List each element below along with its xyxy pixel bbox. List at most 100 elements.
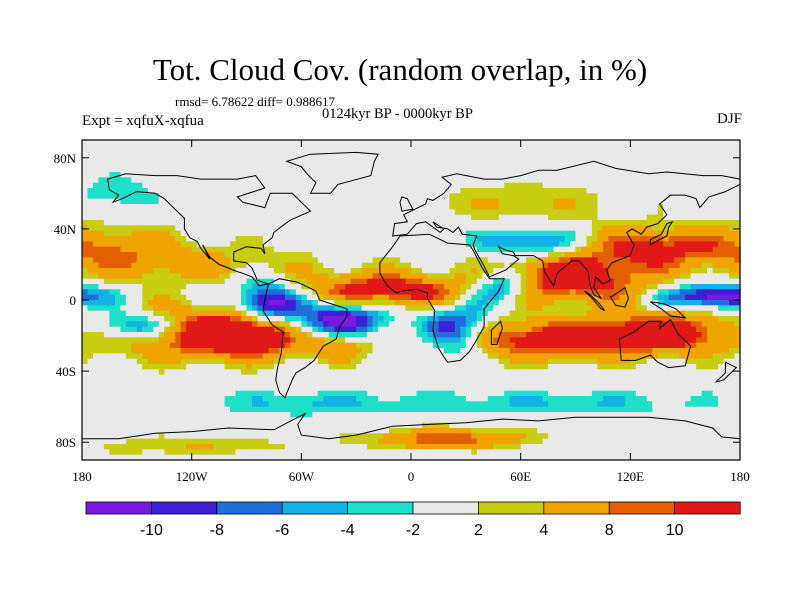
colorbar-box	[281, 501, 349, 515]
field-cell	[701, 321, 736, 328]
field-cell	[262, 305, 297, 312]
field-cell	[613, 284, 626, 290]
colorbar-box	[608, 501, 676, 515]
field-cell	[367, 278, 407, 285]
field-cell	[378, 310, 390, 317]
coast-africa	[379, 233, 505, 363]
field-cell	[328, 321, 357, 328]
field-cell	[82, 310, 111, 317]
field-cell	[175, 316, 187, 322]
field-cell	[729, 268, 741, 274]
field-cell	[482, 284, 494, 290]
field-cell	[153, 294, 171, 301]
field-cell	[460, 337, 467, 344]
field-cell	[674, 257, 686, 264]
field-cell	[696, 289, 741, 296]
field-cell	[175, 321, 182, 328]
field-cell	[284, 273, 297, 280]
field-cell	[125, 294, 143, 301]
coast-eurasia	[392, 160, 741, 300]
field-cell	[317, 358, 330, 365]
field-cell	[82, 220, 105, 226]
field-cell	[465, 230, 577, 237]
field-cell	[701, 300, 730, 306]
field-cell	[449, 422, 741, 429]
field-cell	[230, 268, 237, 274]
field-cell	[257, 300, 270, 306]
coast-borneo	[609, 286, 630, 308]
field-cell	[487, 300, 500, 306]
field-cell	[663, 300, 703, 306]
field-cell	[685, 310, 714, 317]
field-cell	[542, 305, 593, 312]
field-cell	[526, 433, 549, 440]
field-cell	[241, 300, 248, 306]
field-cell	[542, 268, 609, 274]
field-cell	[674, 225, 730, 232]
field-cell	[158, 321, 171, 328]
field-cell	[180, 342, 286, 349]
field-cell	[82, 428, 390, 434]
field-cell	[82, 342, 132, 349]
field-cell	[421, 337, 434, 344]
field-cell	[679, 284, 692, 290]
field-cell	[504, 289, 511, 296]
field-cell	[378, 321, 390, 328]
field-cell	[597, 209, 659, 216]
field-cell	[597, 204, 659, 210]
field-cell	[268, 300, 286, 306]
field-cell	[443, 348, 461, 354]
field-cell	[114, 300, 127, 306]
field-cell	[82, 246, 121, 253]
field-cell	[542, 278, 615, 285]
field-cell	[471, 433, 527, 440]
field-cell	[334, 268, 352, 274]
field-cell	[389, 321, 412, 328]
field-cell	[356, 364, 505, 370]
field-cell	[235, 268, 275, 274]
field-cell	[180, 321, 187, 328]
field-cell	[323, 396, 357, 402]
field-cell	[707, 326, 741, 333]
field-cell	[482, 348, 489, 354]
field-cell	[515, 300, 527, 306]
field-cell	[109, 172, 121, 178]
field-cell	[734, 241, 741, 248]
field-cell	[421, 326, 429, 333]
field-cell	[262, 236, 467, 242]
field-cell	[482, 316, 500, 322]
field-cell	[191, 300, 242, 306]
colorbar-box	[674, 501, 741, 515]
field-cell	[125, 300, 143, 306]
field-cell	[498, 198, 555, 205]
field-cell	[356, 316, 368, 322]
field-cell	[169, 310, 242, 317]
field-cell	[493, 305, 516, 312]
field-cell	[224, 358, 275, 365]
field-cell	[729, 225, 741, 232]
field-cell	[471, 268, 478, 274]
field-cell	[416, 438, 478, 445]
field-cell	[372, 321, 379, 328]
field-cell	[591, 390, 637, 397]
field-cell	[602, 241, 615, 248]
field-cell	[142, 294, 154, 301]
field-cell	[504, 390, 549, 397]
field-cell	[317, 353, 357, 360]
field-cell	[251, 284, 280, 290]
field-cell	[268, 401, 313, 408]
field-cell	[87, 268, 154, 274]
field-cell	[257, 321, 280, 328]
field-cell	[175, 332, 182, 338]
field-cell	[367, 326, 374, 333]
field-cell	[718, 364, 741, 370]
field-cell	[696, 326, 708, 333]
field-cell	[284, 358, 319, 365]
field-cell	[290, 321, 302, 328]
field-cell	[224, 364, 248, 370]
field-cell	[312, 326, 319, 333]
field-cell	[526, 273, 538, 280]
field-cell	[164, 316, 176, 322]
field-cell	[142, 353, 231, 360]
field-cell	[443, 284, 461, 290]
